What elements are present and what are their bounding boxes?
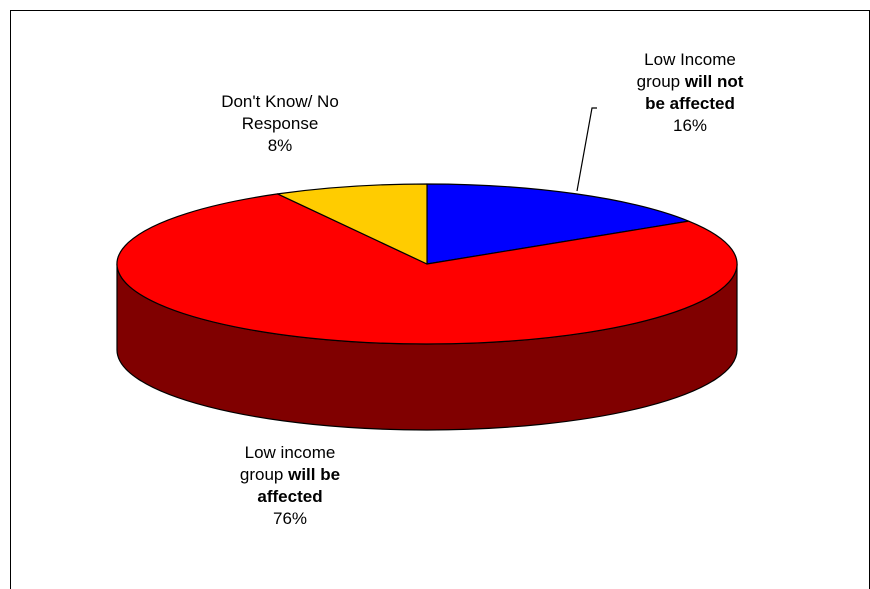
leader-line-not-affected [576,107,597,192]
label-affected: Low income group will be affected 76% [200,442,380,530]
value-affected: 76% [272,509,308,528]
value-dont-know: 8% [267,136,293,155]
pie-slice-dont-know [277,183,428,265]
label-not-affected: Low Income group will not be affected 16… [600,49,780,137]
pie-tops [116,183,738,345]
pie-slice-affected [116,193,738,345]
pie-slice-not-affected [426,183,690,265]
value-not-affected: 16% [672,116,708,135]
label-dont-know: Don't Know/ No Response 8% [180,91,380,157]
